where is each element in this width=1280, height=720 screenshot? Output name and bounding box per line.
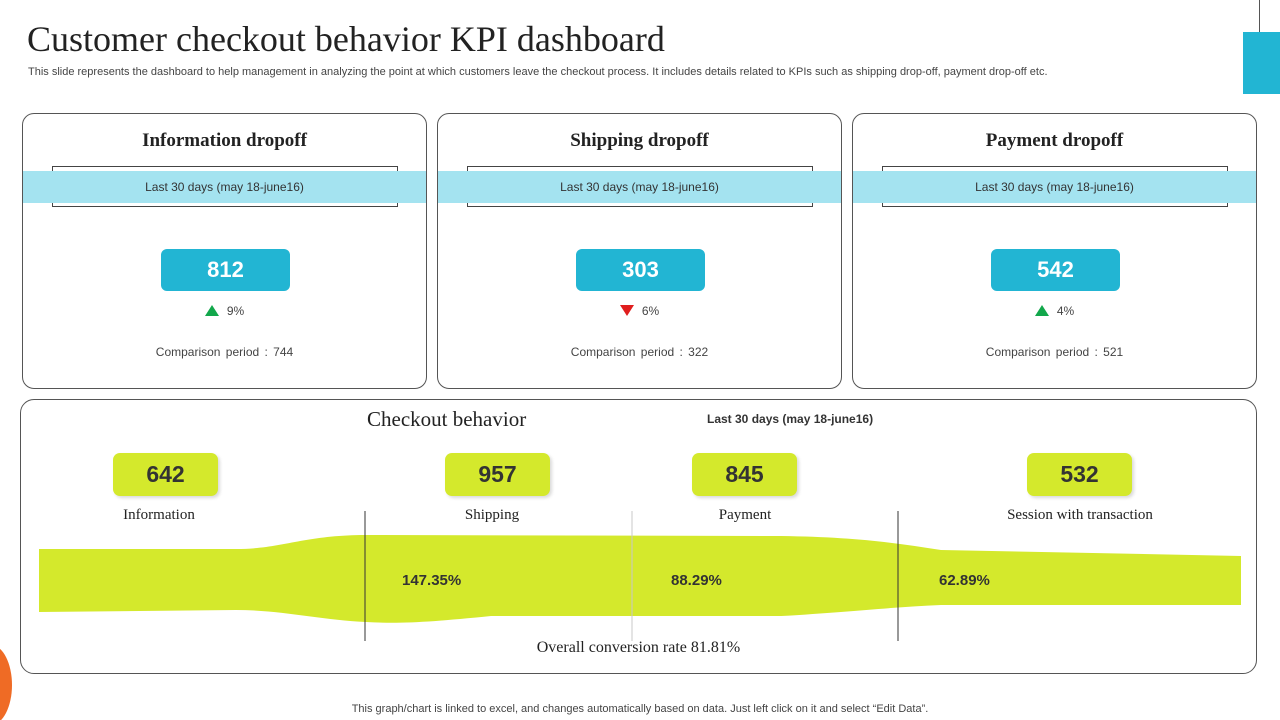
trend-change: 4% (1056, 304, 1075, 318)
page-title: Customer checkout behavior KPI dashboard (27, 19, 665, 59)
checkout-title: Checkout behavior (367, 407, 527, 431)
stage-value-payment: 845 (692, 453, 797, 496)
kpi-card-shipping-dropoff: Shipping dropoff Last 30 days (may 18-ju… (437, 113, 842, 389)
overall-conversion-rate: Overall conversion rate 81.81% (536, 639, 741, 656)
kpi-card-payment-dropoff: Payment dropoff Last 30 days (may 18-jun… (852, 113, 1257, 389)
comparison-period: Comparison period : 744 (155, 345, 294, 359)
checkout-behavior-panel: Checkout behavior Last 30 days (may 18-j… (20, 399, 1257, 674)
period-label: Last 30 days (may 18-june16) (853, 171, 1256, 203)
stage-label-payment: Payment (718, 507, 772, 523)
funnel-flow-band (39, 535, 1241, 623)
trend-change: 6% (641, 304, 660, 318)
stage-label-session: Session with transaction (1007, 507, 1153, 523)
kpi-title: Payment dropoff (985, 130, 1124, 151)
stage-value-information: 642 (113, 453, 218, 496)
funnel-flow-graphic (39, 511, 1241, 641)
conversion-rate: 62.89% (939, 572, 990, 589)
kpi-card-information-dropoff: Information dropoff Last 30 days (may 18… (22, 113, 427, 389)
arrow-up-icon (204, 305, 219, 316)
stage-label-information: Information (123, 507, 195, 523)
footer-note: This graph/chart is linked to excel, and… (351, 703, 929, 715)
comparison-period: Comparison period : 322 (570, 345, 709, 359)
kpi-value: 542 (991, 249, 1120, 291)
kpi-value: 303 (576, 249, 705, 291)
period-label: Last 30 days (may 18-june16) (438, 171, 841, 203)
kpi-value: 812 (161, 249, 290, 291)
comparison-period: Comparison period : 521 (985, 345, 1124, 359)
arrow-up-icon (1034, 305, 1049, 316)
arrow-down-icon (619, 305, 634, 316)
stage-label-shipping: Shipping (464, 507, 520, 523)
corner-decoration-box (1243, 32, 1280, 94)
kpi-title: Information dropoff (142, 130, 307, 151)
page-subtitle: This slide represents the dashboard to h… (28, 66, 1048, 78)
stage-value-session: 532 (1027, 453, 1132, 496)
conversion-rate: 147.35% (402, 572, 462, 589)
trend-indicator: 4% (853, 304, 1256, 318)
trend-indicator: 9% (23, 304, 426, 318)
stage-value-shipping: 957 (445, 453, 550, 496)
checkout-period: Last 30 days (may 18-june16) (707, 412, 874, 426)
trend-change: 9% (226, 304, 245, 318)
trend-indicator: 6% (438, 304, 841, 318)
orange-decoration (0, 645, 12, 720)
kpi-title: Shipping dropoff (570, 130, 709, 151)
corner-decoration-line (1259, 0, 1280, 34)
conversion-rate: 88.29% (671, 572, 722, 589)
period-label: Last 30 days (may 18-june16) (23, 171, 426, 203)
